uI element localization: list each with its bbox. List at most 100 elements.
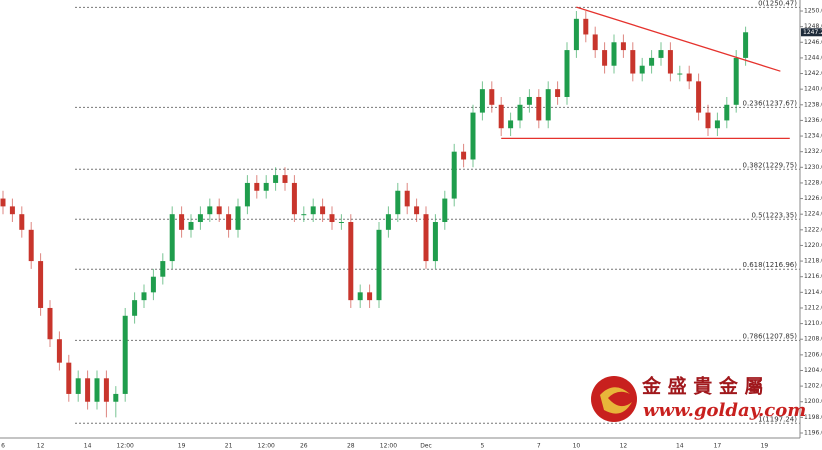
- y-tick-label: 1206.00: [804, 351, 822, 358]
- x-tick-label: 12:00: [117, 443, 134, 450]
- candle-body: [273, 175, 279, 183]
- candle-body: [743, 32, 749, 58]
- candle-body: [498, 104, 504, 129]
- x-tick-label: 12:00: [380, 443, 397, 450]
- candle-body: [357, 292, 363, 301]
- y-tick-label: 1244.00: [804, 54, 822, 61]
- y-tick-label: 1224.00: [804, 211, 822, 218]
- candle-body: [75, 378, 81, 394]
- x-tick-label: Dec: [420, 443, 432, 450]
- x-tick-label: 19: [178, 443, 186, 450]
- candle-body: [301, 214, 307, 216]
- candle-body: [113, 393, 119, 402]
- y-tick-label: 1200.00: [804, 398, 822, 405]
- candle-body: [385, 214, 391, 230]
- y-tick-label: 1208.00: [804, 336, 822, 343]
- y-tick-label: 1212.00: [804, 304, 822, 311]
- y-tick-label: 1210.00: [804, 320, 822, 327]
- x-tick-label: 17: [714, 443, 722, 450]
- fib-label: 0.786(1207.85): [743, 332, 798, 340]
- logo-url: www.golday.com: [643, 400, 806, 421]
- x-tick-label: 14: [676, 443, 684, 450]
- candle-body: [320, 206, 326, 215]
- candle-body: [423, 214, 429, 262]
- y-tick-label: 1196.00: [804, 429, 822, 436]
- logo: 金 盛 貴 金 屬 www.golday.com: [591, 375, 806, 422]
- y-tick-label: 1218.00: [804, 258, 822, 265]
- candle-body: [197, 214, 203, 223]
- candle-body: [291, 182, 297, 215]
- candle-body: [179, 214, 185, 230]
- candle-body: [432, 222, 438, 262]
- price-tag-label: 1247.28: [803, 29, 822, 36]
- candle-body: [583, 18, 589, 35]
- x-tick-label: 28: [347, 443, 355, 450]
- candle-body: [348, 222, 354, 301]
- candle-body: [555, 89, 561, 97]
- candle-body: [526, 96, 532, 105]
- candle-body: [714, 120, 720, 129]
- x-tick-label: 5: [480, 443, 484, 450]
- candle-body: [395, 190, 401, 215]
- x-tick-label: 12: [620, 443, 628, 450]
- y-tick-label: 1202.00: [804, 383, 822, 390]
- y-tick-label: 1238.00: [804, 101, 822, 108]
- candle-body: [573, 18, 579, 51]
- candle-body: [28, 229, 34, 262]
- candle-body: [451, 151, 457, 199]
- candle-body: [564, 50, 570, 97]
- candle-body: [470, 112, 476, 160]
- candle-body: [536, 96, 542, 121]
- y-tick-label: 1240.00: [804, 86, 822, 93]
- candle-body: [150, 276, 156, 293]
- candle-body: [696, 81, 702, 113]
- candle-body: [94, 378, 100, 402]
- logo-circle: [591, 376, 637, 422]
- candle-body: [226, 214, 232, 230]
- y-tick-label: 1220.00: [804, 242, 822, 249]
- candle-body: [38, 261, 44, 308]
- y-tick-label: 1222.00: [804, 226, 822, 233]
- x-tick-label: 19: [761, 443, 769, 450]
- candle-body: [207, 206, 213, 215]
- candle-body: [602, 50, 608, 66]
- logo-swirl: [600, 387, 632, 414]
- candle-body: [141, 292, 147, 301]
- candle-body: [254, 182, 260, 191]
- candle-body: [724, 104, 730, 121]
- candle-body: [479, 89, 485, 113]
- y-tick-label: 1228.00: [804, 179, 822, 186]
- fib-label: 0.236(1237.67): [743, 99, 798, 107]
- candle-body: [0, 198, 6, 207]
- y-tick-label: 1232.00: [804, 148, 822, 155]
- candle-body: [216, 206, 222, 215]
- fib-label: 0.618(1216.96): [743, 261, 798, 269]
- candle-body: [188, 222, 194, 230]
- candle-body: [85, 378, 91, 402]
- x-tick-label: 21: [225, 443, 233, 450]
- y-tick-label: 1216.00: [804, 273, 822, 280]
- candle-body: [329, 214, 335, 223]
- candle-body: [414, 206, 420, 215]
- x-tick-label: 10: [573, 443, 581, 450]
- trendline: [576, 6, 781, 72]
- y-tick-label: 1226.00: [804, 195, 822, 202]
- x-tick-label: 14: [84, 443, 92, 450]
- x-tick-label: 12:00: [258, 443, 275, 450]
- candle-body: [160, 261, 166, 277]
- fib-label: 1(1197.24): [758, 415, 797, 423]
- y-tick-label: 1242.00: [804, 70, 822, 77]
- candle-body: [103, 378, 109, 402]
- candle-body: [545, 89, 551, 121]
- candle-body: [47, 307, 53, 340]
- candle-body: [705, 112, 711, 129]
- candle-body: [376, 229, 382, 301]
- candle-body: [263, 182, 269, 191]
- candle-body: [56, 339, 62, 363]
- candle-body: [611, 42, 617, 66]
- y-tick-label: 1250.00: [804, 8, 822, 15]
- candle-body: [592, 34, 598, 51]
- candle-body: [517, 104, 523, 121]
- candle-body: [132, 300, 138, 316]
